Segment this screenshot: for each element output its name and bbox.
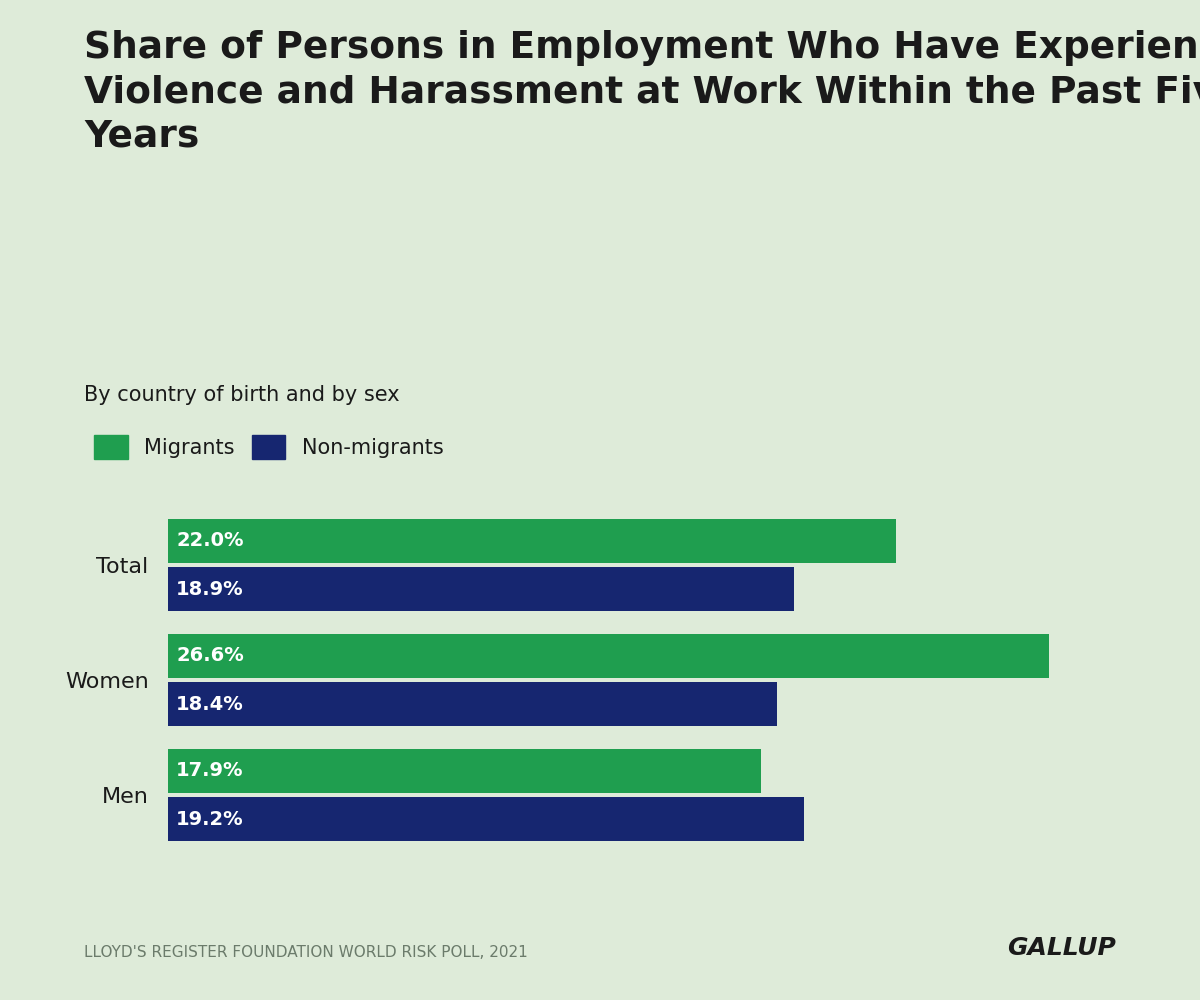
Bar xyxy=(168,749,761,793)
Text: 17.9%: 17.9% xyxy=(176,761,244,780)
Text: 26.6%: 26.6% xyxy=(176,646,244,665)
Bar xyxy=(168,797,804,841)
Text: By country of birth and by sex: By country of birth and by sex xyxy=(84,385,400,405)
Text: 18.9%: 18.9% xyxy=(176,580,244,599)
Text: Share of Persons in Employment Who Have Experienced
Violence and Harassment at W: Share of Persons in Employment Who Have … xyxy=(84,30,1200,155)
Bar xyxy=(168,634,1049,678)
Bar xyxy=(168,682,778,726)
Legend: Migrants, Non-migrants: Migrants, Non-migrants xyxy=(95,435,443,459)
Bar xyxy=(168,567,793,611)
Text: 19.2%: 19.2% xyxy=(176,810,244,829)
Text: GALLUP: GALLUP xyxy=(1007,936,1116,960)
Text: 18.4%: 18.4% xyxy=(176,695,244,714)
Text: LLOYD'S REGISTER FOUNDATION WORLD RISK POLL, 2021: LLOYD'S REGISTER FOUNDATION WORLD RISK P… xyxy=(84,945,528,960)
Text: 22.0%: 22.0% xyxy=(176,531,244,550)
Bar xyxy=(168,519,896,563)
